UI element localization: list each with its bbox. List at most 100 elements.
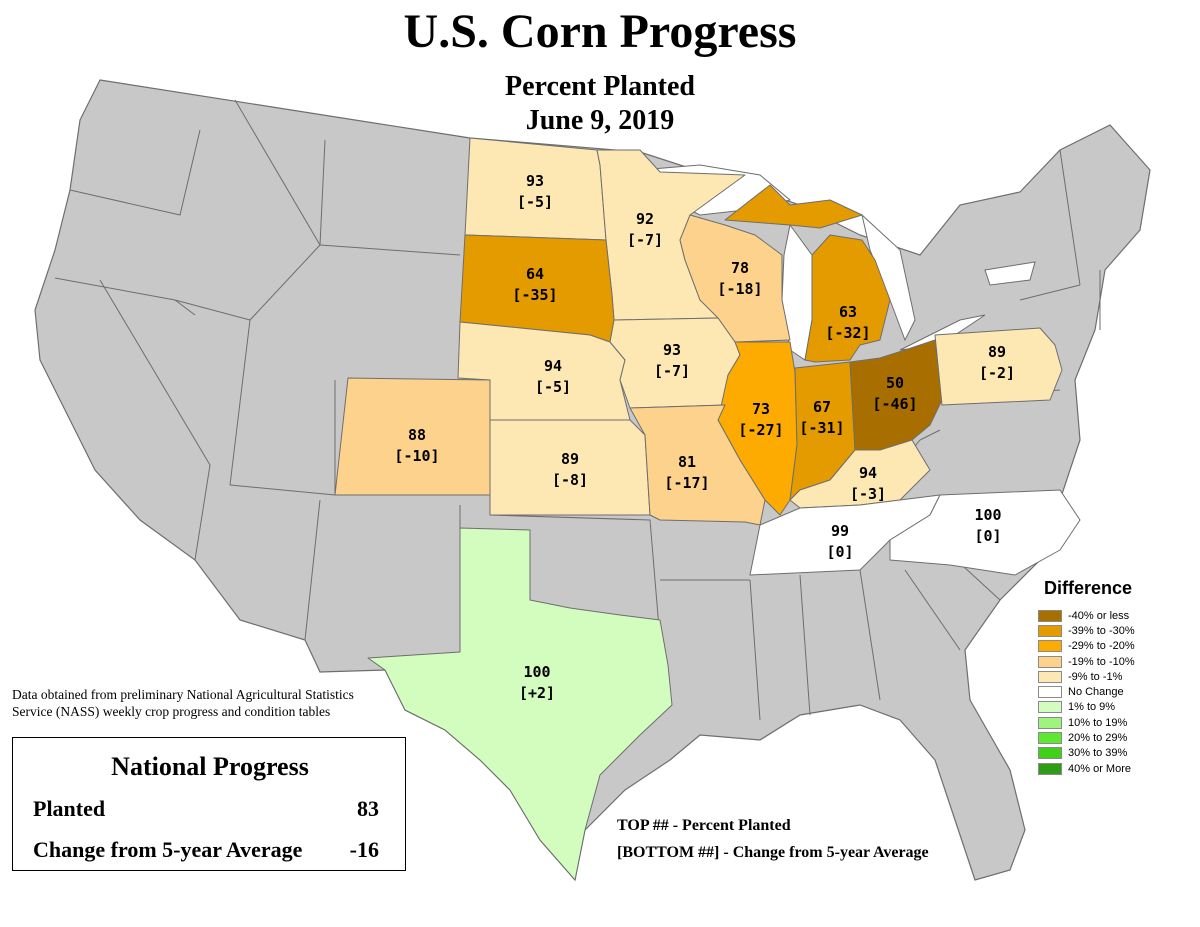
label-mi-diff: [-32] <box>825 324 870 342</box>
label-nc-planted: 100 <box>974 506 1001 524</box>
label-ky-planted: 94 <box>859 464 877 482</box>
label-mi-planted: 63 <box>839 303 857 321</box>
label-tn-diff: [0] <box>826 543 853 561</box>
legend-label: 20% to 29% <box>1068 732 1128 745</box>
legend-swatch <box>1038 747 1062 760</box>
legend-label: -29% to -20% <box>1068 640 1135 653</box>
legend: Difference -40% or less -39% to -30% -29% … <box>1038 578 1198 776</box>
planted-row: Planted 83 <box>33 796 379 822</box>
label-ks-planted: 89 <box>561 450 579 468</box>
key-top: TOP ## - Percent Planted <box>617 817 791 834</box>
label-ky-diff: [-3] <box>850 485 886 503</box>
label-nd-planted: 93 <box>526 172 544 190</box>
legend-item: 20% to 29% <box>1038 730 1198 745</box>
state-pennsylvania[interactable] <box>934 327 1063 406</box>
legend-swatch <box>1038 701 1062 714</box>
label-sd-planted: 64 <box>526 265 544 283</box>
legend-item: 40% or More <box>1038 761 1198 776</box>
legend-items: -40% or less -39% to -30% -29% to -20% -19%… <box>1038 608 1198 776</box>
legend-label: -9% to -1% <box>1068 670 1123 683</box>
label-ia-diff: [-7] <box>654 362 690 380</box>
state-wisconsin[interactable] <box>679 214 791 343</box>
label-co-diff: [-10] <box>394 447 439 465</box>
label-wi-diff: [-18] <box>717 280 762 298</box>
legend-item: -39% to -30% <box>1038 623 1198 638</box>
legend-swatch <box>1038 624 1062 637</box>
map-subtitle: Percent Planted June 9, 2019 <box>0 70 1200 138</box>
label-pa-diff: [-2] <box>979 364 1015 382</box>
national-progress-box: National Progress Planted 83 Change from… <box>12 737 406 871</box>
label-in-diff: [-31] <box>799 419 844 437</box>
map-title: U.S. Corn Progress <box>403 5 797 58</box>
legend-item: -19% to -10% <box>1038 654 1198 669</box>
label-tx-diff: [+2] <box>519 684 555 702</box>
legend-swatch <box>1038 716 1062 729</box>
national-progress-title: National Progress <box>111 752 309 781</box>
label-pa-planted: 89 <box>988 343 1006 361</box>
legend-label: 10% to 19% <box>1068 716 1128 729</box>
planted-value: 83 <box>357 796 379 821</box>
legend-title: Difference <box>1044 578 1133 598</box>
label-mn-diff: [-7] <box>627 231 663 249</box>
source-note: Data obtained from preliminary National … <box>12 687 354 719</box>
change-label: Change from 5-year Average <box>33 837 303 862</box>
state-texas[interactable] <box>367 527 673 881</box>
label-wi-planted: 78 <box>731 259 749 277</box>
label-co-planted: 88 <box>408 426 426 444</box>
legend-swatch <box>1038 762 1062 775</box>
label-tn-planted: 99 <box>831 522 849 540</box>
label-key: TOP ## - Percent Planted [BOTTOM ##] - C… <box>617 812 929 866</box>
state-illinois[interactable] <box>717 341 798 516</box>
label-il-diff: [-27] <box>738 421 783 439</box>
state-michigan-upper[interactable] <box>724 184 863 229</box>
date-line: June 9, 2019 <box>525 105 675 136</box>
state-michigan-lower[interactable] <box>804 234 891 363</box>
legend-swatch <box>1038 686 1062 699</box>
legend-label: 40% or More <box>1068 762 1131 775</box>
legend-item: 30% to 39% <box>1038 746 1198 761</box>
legend-swatch <box>1038 609 1062 622</box>
change-value: -16 <box>349 837 379 862</box>
change-row: Change from 5-year Average -16 <box>33 837 379 863</box>
label-mo-planted: 81 <box>678 453 696 471</box>
legend-label: 1% to 9% <box>1068 701 1116 714</box>
legend-item: -9% to -1% <box>1038 669 1198 684</box>
legend-item: 1% to 9% <box>1038 700 1198 715</box>
subtitle-line: Percent Planted <box>505 71 695 102</box>
legend-swatch <box>1038 732 1062 745</box>
label-nc-diff: [0] <box>974 527 1001 545</box>
legend-label: -19% to -10% <box>1068 655 1135 668</box>
legend-swatch <box>1038 655 1062 668</box>
legend-item: -40% or less <box>1038 608 1198 623</box>
label-il-planted: 73 <box>752 400 770 418</box>
label-sd-diff: [-35] <box>512 286 557 304</box>
label-tx-planted: 100 <box>523 663 550 681</box>
label-ne-planted: 94 <box>544 357 562 375</box>
label-oh-planted: 50 <box>886 374 904 392</box>
legend-label: -40% or less <box>1068 609 1130 622</box>
label-in-planted: 67 <box>813 398 831 416</box>
state-labels: 93 [-5] 92 [-7] 64 [-35] 78 [-18] 63 [-3… <box>394 172 1015 702</box>
lake-ontario <box>984 261 1036 286</box>
planted-label: Planted <box>33 796 106 821</box>
label-ks-diff: [-8] <box>552 471 588 489</box>
legend-item: 10% to 19% <box>1038 715 1198 730</box>
label-ia-planted: 93 <box>663 341 681 359</box>
state-nebraska[interactable] <box>457 321 631 421</box>
lake-huron <box>861 213 916 342</box>
legend-label: 30% to 39% <box>1068 747 1128 760</box>
label-nd-diff: [-5] <box>517 193 553 211</box>
label-mo-diff: [-17] <box>664 474 709 492</box>
legend-swatch <box>1038 640 1062 653</box>
key-bottom: [BOTTOM ##] - Change from 5-year Average <box>617 844 929 861</box>
label-oh-diff: [-46] <box>872 395 917 413</box>
legend-label: No Change <box>1068 686 1124 699</box>
legend-swatch <box>1038 670 1062 683</box>
label-ne-diff: [-5] <box>535 378 571 396</box>
label-mn-planted: 92 <box>636 210 654 228</box>
state-north-carolina[interactable] <box>889 489 1081 576</box>
legend-label: -39% to -30% <box>1068 624 1135 637</box>
legend-item: No Change <box>1038 684 1198 699</box>
